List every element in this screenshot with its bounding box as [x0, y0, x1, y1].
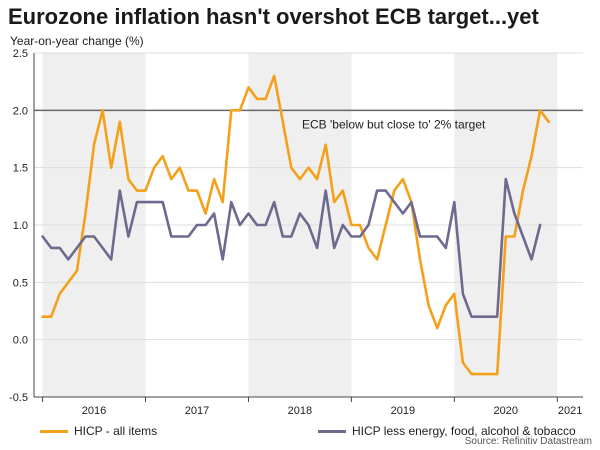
x-tick-label: 2021 [558, 405, 582, 417]
series-line-0 [41, 74, 550, 376]
y-tick-label: -0.5 [9, 392, 28, 404]
y-tick-label: 0.0 [13, 335, 28, 347]
y-tick-label: 2.0 [13, 105, 28, 117]
y-tick-label: 0.5 [13, 277, 28, 289]
y-tick-label: 1.5 [13, 163, 28, 175]
legend-item-hicp-core: HICP less energy, food, alcohol & tobacc… [318, 424, 576, 438]
y-tick-label: 2.5 [13, 48, 28, 60]
x-tick-label: 2016 [82, 405, 106, 417]
legend-swatch-hicp-core [318, 429, 346, 433]
chart-title: Eurozone inflation hasn't overshot ECB t… [8, 4, 539, 29]
x-tick-label: 2017 [185, 405, 209, 417]
legend-swatch-hicp-all [40, 429, 68, 433]
legend-label-hicp-core: HICP less energy, food, alcohol & tobacc… [352, 424, 576, 438]
chart-subtitle: Year-on-year change (%) [10, 34, 144, 48]
legend-label-hicp-all: HICP - all items [74, 424, 158, 438]
x-tick-label: 2019 [391, 405, 415, 417]
y-tick-label: 1.0 [13, 220, 28, 232]
x-tick-label: 2018 [288, 405, 312, 417]
legend-item-hicp-all: HICP - all items [40, 424, 157, 438]
source-note: Source: Refinitiv Datastream [464, 436, 592, 447]
x-tick-label: 2020 [494, 405, 518, 417]
series-line-1 [41, 177, 542, 318]
target-annotation: ECB 'below but close to' 2% target [302, 117, 486, 131]
